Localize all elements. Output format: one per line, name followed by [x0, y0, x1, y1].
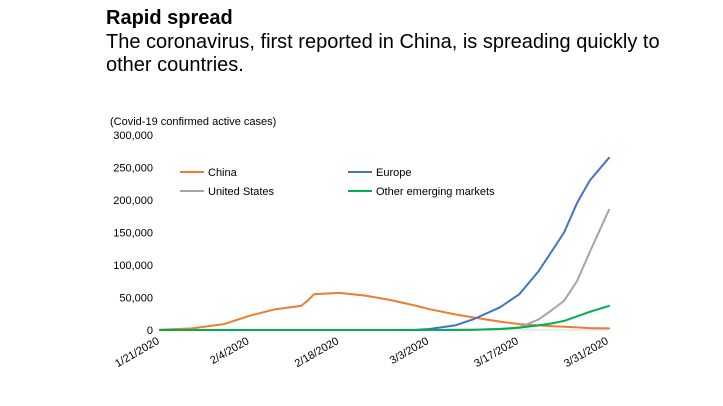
x-axis-ticks: 1/21/2020 2/4/2020 2/18/2020 3/3/2020 3/17/2…: [113, 335, 610, 370]
series-line-europe: [159, 156, 610, 331]
legend-label: Europe: [376, 167, 411, 179]
x-tick-label: 2/4/2020: [208, 335, 251, 367]
y-tick-label: 100,000: [113, 260, 153, 272]
y-axis-label: (Covid-19 confirmed active cases): [110, 116, 276, 128]
chart-subtitle: The coronavirus, first reported in China…: [106, 31, 660, 76]
legend-label: Other emerging markets: [376, 186, 495, 198]
series-line-other-emerging-markets: [159, 304, 610, 331]
legend-label: United States: [208, 186, 275, 198]
y-tick-label: 200,000: [113, 195, 153, 207]
x-tick-label: 3/3/2020: [388, 335, 431, 367]
chart-title: Rapid spread: [106, 7, 233, 29]
y-tick-label: 50,000: [119, 293, 153, 305]
y-tick-label: 300,000: [113, 130, 153, 142]
y-axis-ticks: 0 50,000 100,000 150,000 200,000 250,000 300,0…: [113, 130, 153, 337]
y-tick-label: 0: [147, 325, 153, 337]
series-line-china: [159, 291, 610, 331]
y-tick-label: 150,000: [113, 228, 153, 240]
series-line-united-states: [159, 208, 610, 331]
chart-heading: Rapid spread The coronavirus, first repo…: [106, 6, 706, 77]
series-lines: [159, 156, 610, 331]
y-tick-label: 250,000: [113, 163, 153, 175]
legend-label: China: [208, 167, 238, 179]
x-tick-label: 3/17/2020: [472, 335, 520, 370]
x-tick-label: 3/31/2020: [562, 335, 610, 370]
legend: China Europe United States Other emerging m…: [180, 167, 495, 198]
x-tick-label: 2/18/2020: [293, 335, 341, 370]
x-tick-label: 1/21/2020: [113, 335, 161, 370]
